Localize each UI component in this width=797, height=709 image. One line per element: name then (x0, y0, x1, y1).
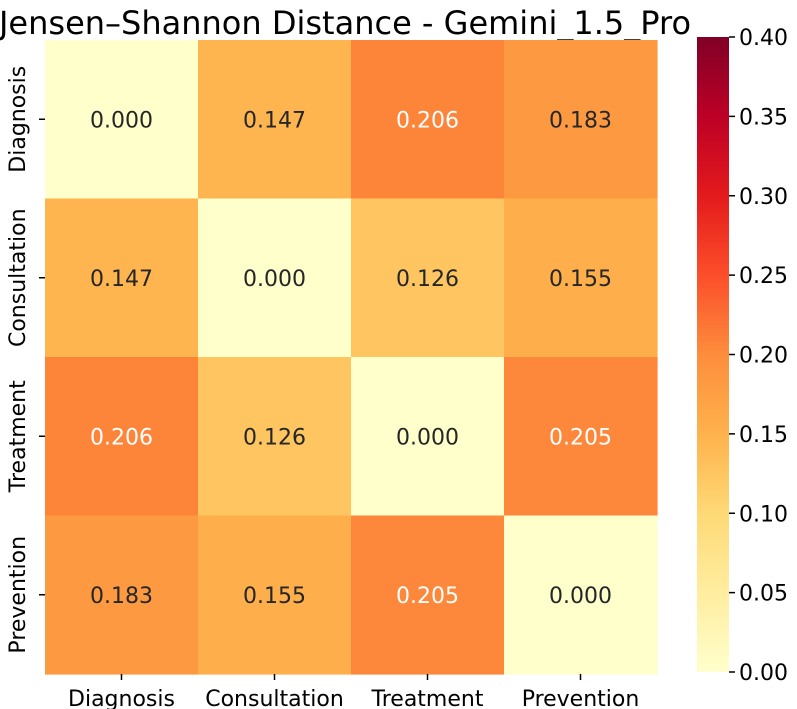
cell-value-prevention-treatment: 0.205 (396, 584, 459, 609)
colorbar-tick-label: 0.20 (739, 344, 788, 369)
cell-value-treatment-consultation: 0.126 (243, 425, 306, 450)
cell-value-consultation-prevention: 0.155 (549, 267, 612, 292)
colorbar-tick-label: 0.10 (739, 502, 788, 527)
x-tick-label-prevention: Prevention (522, 687, 640, 709)
colorbar-tick-label: 0.25 (739, 264, 788, 289)
x-tick-label-treatment: Treatment (371, 687, 484, 709)
colorbar-tick-label: 0.30 (739, 185, 788, 210)
heatmap-cell-consultation-treatment (351, 198, 505, 358)
x-tick-label-consultation: Consultation (205, 687, 344, 709)
heatmap-cell-diagnosis-consultation (198, 40, 352, 200)
heatmap-cell-diagnosis-treatment (351, 40, 505, 200)
cell-value-treatment-prevention: 0.205 (549, 425, 612, 450)
x-axis: Diagnosis Consultation Treatment Prevention (68, 674, 639, 709)
cell-value-diagnosis-prevention: 0.183 (549, 108, 612, 133)
heatmap-cell-diagnosis-diagnosis (45, 40, 199, 200)
colorbar-tick-label: 0.05 (739, 582, 788, 607)
colorbar-tick-label: 0.35 (739, 105, 788, 130)
cell-value-diagnosis-consultation: 0.147 (243, 108, 306, 133)
heatmap-cell-prevention-consultation (198, 515, 352, 675)
y-tick-label-prevention: Prevention (6, 536, 31, 654)
colorbar-gradient (697, 37, 729, 672)
heatmap-cell-treatment-diagnosis (45, 357, 199, 517)
heatmap-cell-consultation-diagnosis (45, 198, 199, 358)
chart-title: Jensen–Shannon Distance - Gemini_1.5_Pro (0, 4, 691, 42)
colorbar-tick-label: 0.15 (739, 423, 788, 448)
heatmap-cell-consultation-consultation (198, 198, 352, 358)
heatmap-cell-prevention-prevention (504, 515, 658, 675)
y-tick-label-consultation: Consultation (6, 208, 31, 347)
heatmap-cell-treatment-treatment (351, 357, 505, 517)
heatmap-cell-prevention-diagnosis (45, 515, 199, 675)
y-tick-label-diagnosis: Diagnosis (6, 66, 31, 173)
x-tick-label-diagnosis: Diagnosis (68, 687, 175, 709)
y-tick-label-treatment: Treatment (6, 380, 31, 493)
heatmap-cell-treatment-prevention (504, 357, 658, 517)
cell-value-consultation-consultation: 0.000 (243, 267, 306, 292)
cell-value-consultation-diagnosis: 0.147 (90, 267, 153, 292)
cell-value-prevention-prevention: 0.000 (549, 584, 612, 609)
colorbar-tick-label: 0.00 (739, 661, 788, 686)
cell-value-prevention-consultation: 0.155 (243, 584, 306, 609)
cell-value-prevention-diagnosis: 0.183 (90, 584, 153, 609)
cell-value-treatment-treatment: 0.000 (396, 425, 459, 450)
heatmap-cell-consultation-prevention (504, 198, 658, 358)
cell-value-consultation-treatment: 0.126 (396, 267, 459, 292)
heatmap-grid (45, 40, 658, 675)
cell-value-diagnosis-diagnosis: 0.000 (90, 108, 153, 133)
colorbar-tick-label: 0.40 (739, 26, 788, 51)
heatmap-cell-diagnosis-prevention (504, 40, 658, 200)
cell-annotations: 0.000 0.147 0.206 0.183 0.147 0.000 0.126 0.155… (90, 108, 612, 609)
cell-value-diagnosis-treatment: 0.206 (396, 108, 459, 133)
heatmap-cell-prevention-treatment (351, 515, 505, 675)
y-axis: Diagnosis Consultation Treatment Prevention (6, 66, 45, 654)
cell-value-treatment-diagnosis: 0.206 (90, 425, 153, 450)
colorbar: 0.00 0.05 0.10 0.15 0.20 0.25 0.30 0.35 0.40 (697, 26, 788, 686)
heatmap-cell-treatment-consultation (198, 357, 352, 517)
